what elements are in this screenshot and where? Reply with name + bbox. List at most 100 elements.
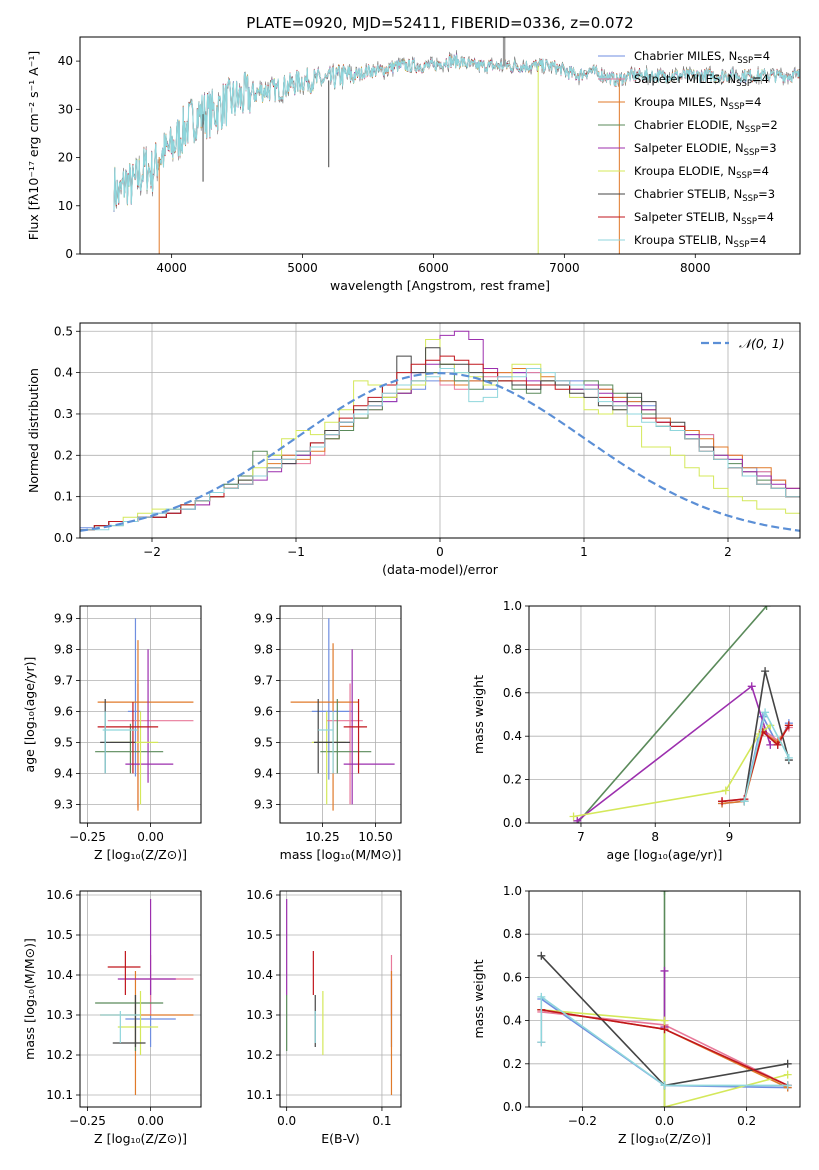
y-tick-label: 0.8 xyxy=(503,927,522,941)
y-tick-label: 0.1 xyxy=(54,490,73,504)
y-tick-label: 9.5 xyxy=(254,735,273,749)
y-tick-label: 0.5 xyxy=(54,324,73,338)
y-tick-label: 9.7 xyxy=(54,673,73,687)
y-tick-label: 9.4 xyxy=(254,766,273,780)
panel-age-vs-mass: 10.25 10.50 9.3 9.4 9.5 9.6 9.7 9.8 9.9 mass [log… xyxy=(254,605,402,862)
weight-line xyxy=(576,606,768,823)
x-tick-label: −0.25 xyxy=(69,830,106,844)
x-axis-label: wavelength [Angstrom, rest frame] xyxy=(330,278,550,293)
y-tick-label: 9.3 xyxy=(254,797,273,811)
y-axis-label: age [log₁₀(age/yr)] xyxy=(22,657,37,773)
y-tick-label: 9.7 xyxy=(254,673,273,687)
x-axis-label: Z [log₁₀(Z/Z⊙)] xyxy=(618,1131,711,1146)
y-tick-label: 10.4 xyxy=(246,968,273,982)
y-tick-label: 9.9 xyxy=(254,611,273,625)
x-tick-label: 7000 xyxy=(549,261,580,275)
y-tick-label: 9.5 xyxy=(54,735,73,749)
y-tick-label: 40 xyxy=(58,54,73,68)
weight-marker xyxy=(761,708,770,717)
weight-marker xyxy=(761,667,770,676)
weight-marker xyxy=(721,786,730,795)
y-tick-label: 0.4 xyxy=(54,366,73,380)
weight-line xyxy=(540,995,788,1087)
axes-frame xyxy=(79,36,801,255)
x-tick-label: 9 xyxy=(726,830,734,844)
panel-mass-vs-Z: −0.25 0.00 10.1 10.2 10.3 10.4 10.5 10.6 Z [log₁… xyxy=(22,888,202,1146)
y-tick-label: 0.2 xyxy=(503,773,522,787)
x-axis-label: Z [log₁₀(Z/Z⊙)] xyxy=(94,847,187,862)
x-axis-label: age [log₁₀(age/yr)] xyxy=(607,847,723,862)
legend-label: Salpeter STELIB, NSSP=4 xyxy=(634,210,774,227)
x-tick-label: 0 xyxy=(436,545,444,559)
y-tick-label: 0.4 xyxy=(503,1014,522,1028)
y-tick-label: 0.4 xyxy=(503,729,522,743)
x-tick-label: 0.2 xyxy=(737,1114,756,1128)
weight-marker xyxy=(537,1038,546,1047)
plot-area xyxy=(113,37,800,254)
y-tick-label: 30 xyxy=(58,102,73,116)
y-tick-label: 9.6 xyxy=(54,704,73,718)
y-tick-label: 9.9 xyxy=(54,611,73,625)
x-tick-label: −1 xyxy=(287,545,305,559)
y-axis-label: Normed distribution xyxy=(26,368,41,493)
weight-marker xyxy=(537,951,546,960)
weight-line xyxy=(541,1009,788,1107)
histogram-kroupa-stelib xyxy=(80,368,800,531)
weight-marker xyxy=(660,966,669,975)
weight-marker xyxy=(773,740,782,749)
weight-marker xyxy=(718,797,727,806)
y-axis-label: Flux [fλ10⁻¹⁷ erg cm⁻² s⁻¹ A⁻¹] xyxy=(26,51,41,240)
panel-weight-vs-Z: −0.2 0.0 0.2 0.0 0.2 0.4 0.6 0.8 1.0 Z [log₁₀(Z/Z… xyxy=(471,884,801,1146)
weight-marker xyxy=(740,797,749,806)
panel-weight-vs-age: 7 8 9 0.0 0.2 0.4 0.6 0.8 1.0 age [log₁₀(age/yr)]… xyxy=(471,599,801,862)
x-tick-label: 4000 xyxy=(156,261,187,275)
panel-age-vs-Z: −0.25 0.00 9.3 9.4 9.5 9.6 9.7 9.8 9.9 Z [log₁₀(Z… xyxy=(22,605,202,862)
y-tick-label: 10.2 xyxy=(46,1048,73,1062)
axes-frame xyxy=(79,322,801,539)
x-tick-label: 0.00 xyxy=(137,1114,164,1128)
y-tick-label: 10 xyxy=(58,199,73,213)
plot-area xyxy=(280,606,401,823)
spectrum-model-line xyxy=(113,54,800,211)
y-tick-label: 0.6 xyxy=(503,970,522,984)
y-tick-label: 9.8 xyxy=(54,642,73,656)
plot-area xyxy=(280,891,401,1107)
x-axis-label: mass [log₁₀(M/M⊙)] xyxy=(280,847,402,862)
plot-area xyxy=(529,606,800,823)
weight-marker xyxy=(573,816,582,823)
weight-marker xyxy=(783,1081,792,1090)
y-tick-label: 1.0 xyxy=(503,599,522,613)
histogram-kroupa-miles xyxy=(80,368,800,531)
weight-marker xyxy=(747,682,756,691)
y-tick-label: 0.8 xyxy=(503,642,522,656)
plot-area xyxy=(80,606,201,823)
panel-residuals: −2 −1 0 1 2 0.0 0.1 0.2 0.3 0.4 0.5 (data-model)/er… xyxy=(26,322,801,577)
legend-label: Kroupa STELIB, NSSP=4 xyxy=(634,233,766,250)
weight-marker xyxy=(660,891,669,895)
x-tick-label: 0.00 xyxy=(137,830,164,844)
plot-area xyxy=(80,891,201,1107)
y-tick-label: 10.6 xyxy=(46,888,73,902)
y-tick-label: 10.3 xyxy=(46,1008,73,1022)
y-tick-label: 10.5 xyxy=(246,928,273,942)
weight-marker xyxy=(783,1059,792,1068)
y-tick-label: 9.8 xyxy=(254,642,273,656)
x-tick-label: 10.25 xyxy=(305,830,339,844)
weight-marker xyxy=(660,1025,669,1034)
y-tick-label: 10.1 xyxy=(46,1088,73,1102)
weight-marker xyxy=(783,1070,792,1079)
y-tick-label: 0 xyxy=(65,247,73,261)
weight-marker xyxy=(762,606,771,610)
x-tick-label: 0.1 xyxy=(372,1114,391,1128)
x-tick-label: 2 xyxy=(724,545,732,559)
plot-area xyxy=(80,323,800,538)
axes-frame xyxy=(279,890,402,1108)
y-tick-label: 0.0 xyxy=(54,531,73,545)
plot-area xyxy=(529,891,800,1107)
weight-marker xyxy=(569,812,578,821)
x-tick-label: 8 xyxy=(651,830,659,844)
x-tick-label: 0.0 xyxy=(655,1114,674,1128)
legend-label: Chabrier STELIB, NSSP=3 xyxy=(634,187,775,204)
y-tick-label: 0.0 xyxy=(503,1100,522,1114)
